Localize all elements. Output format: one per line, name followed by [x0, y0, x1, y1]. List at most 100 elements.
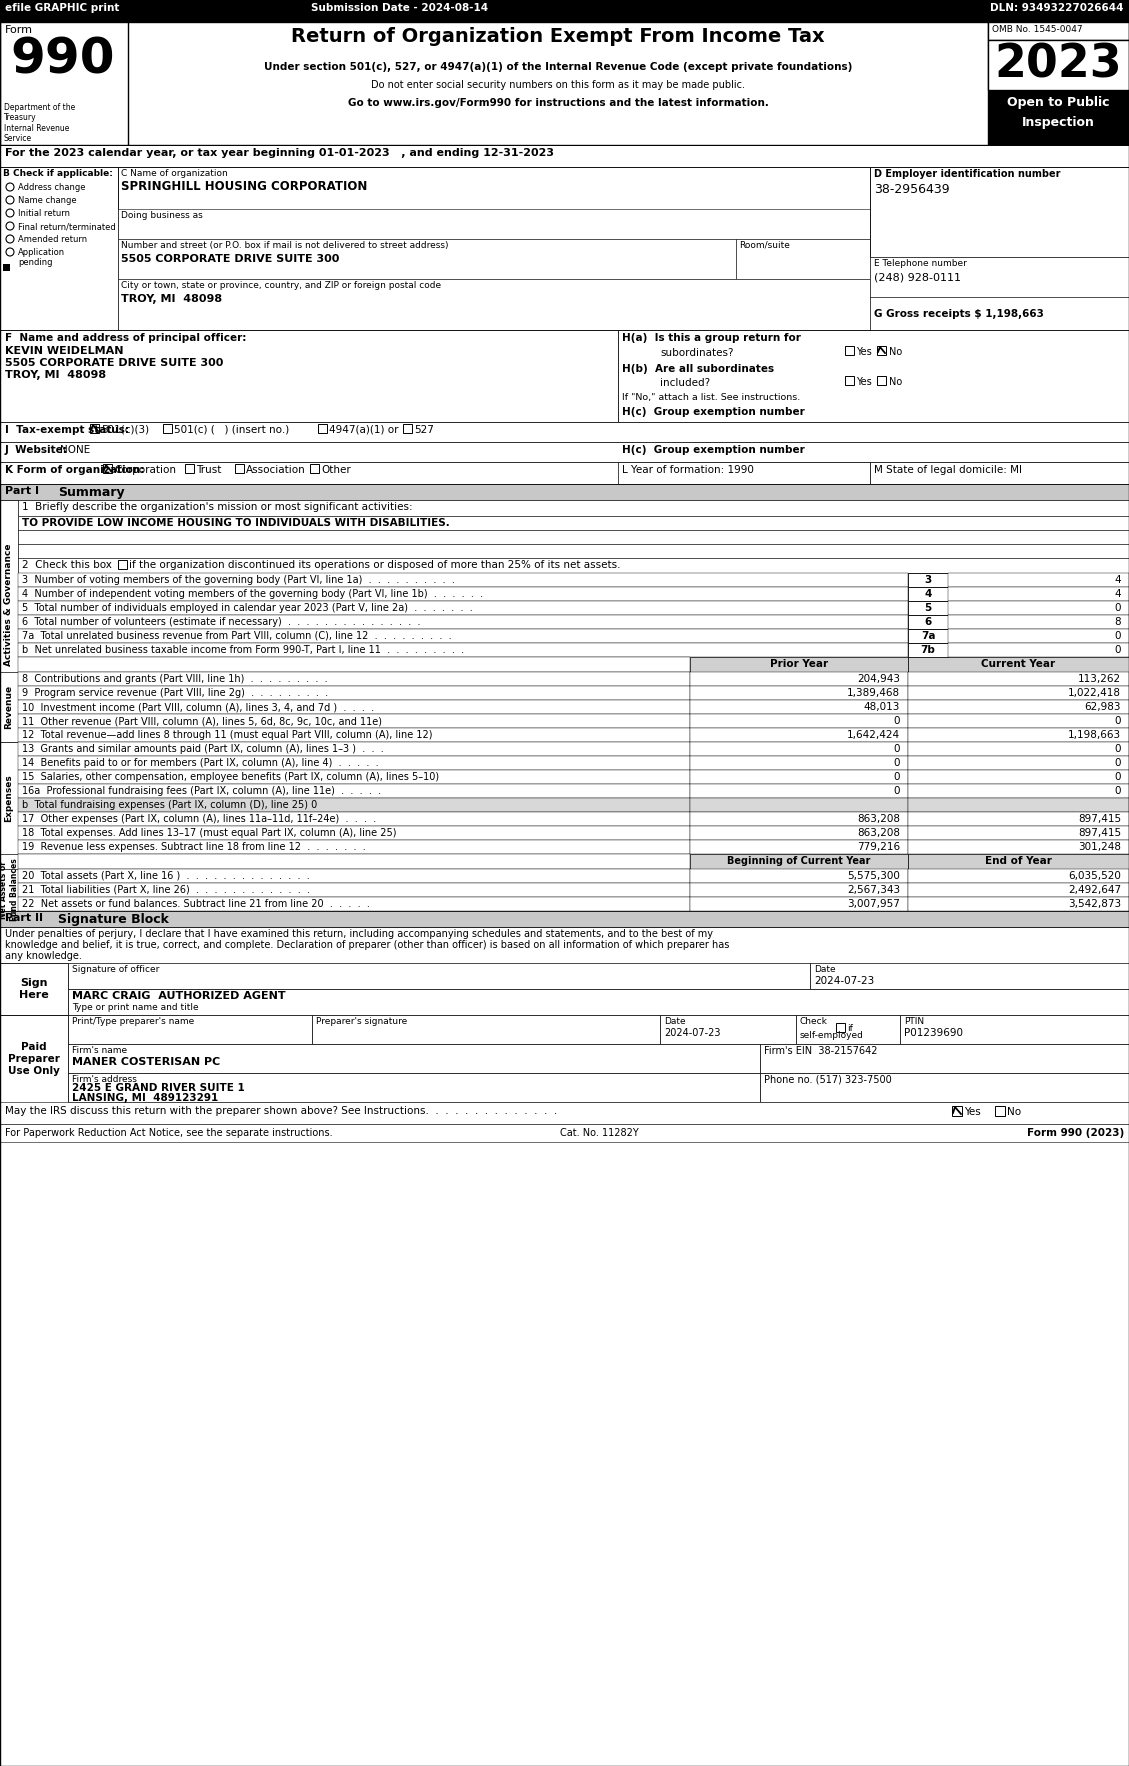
Text: Expenses: Expenses	[5, 774, 14, 821]
Bar	[660, 1015, 796, 1044]
Text: 2  Check this box: 2 Check this box	[21, 560, 112, 570]
Bar	[0, 463, 1129, 484]
Text: Part I: Part I	[5, 486, 40, 496]
Text: G Gross receipts $ 1,198,663: G Gross receipts $ 1,198,663	[874, 309, 1044, 320]
Text: 1,389,468: 1,389,468	[847, 689, 900, 698]
Text: P01239690: P01239690	[904, 1028, 963, 1038]
Bar	[119, 560, 126, 569]
Bar	[908, 615, 948, 629]
Text: 897,415: 897,415	[1078, 814, 1121, 825]
Text: 0: 0	[1114, 715, 1121, 726]
Text: 0: 0	[1114, 630, 1121, 641]
Text: 5,575,300: 5,575,300	[847, 871, 900, 881]
Bar	[690, 826, 908, 841]
Bar	[870, 258, 1129, 297]
Text: 8: 8	[1114, 616, 1121, 627]
Bar	[18, 685, 690, 699]
Text: Form: Form	[5, 25, 33, 35]
Text: 9  Program service revenue (Part VIII, line 2g)  .  .  .  .  .  .  .  .  .: 9 Program service revenue (Part VIII, li…	[21, 689, 329, 698]
Bar	[908, 897, 1129, 911]
Bar	[690, 742, 908, 756]
Text: 6  Total number of volunteers (estimate if necessary)  .  .  .  .  .  .  .  .  .: 6 Total number of volunteers (estimate i…	[21, 616, 420, 627]
Text: Firm's address: Firm's address	[72, 1075, 137, 1084]
Text: 0: 0	[893, 715, 900, 726]
Text: Trust: Trust	[196, 464, 221, 475]
Text: 3,007,957: 3,007,957	[847, 899, 900, 909]
Bar	[18, 544, 1129, 558]
Text: 48,013: 48,013	[864, 703, 900, 712]
Text: 2024-07-23: 2024-07-23	[814, 977, 874, 985]
Bar	[68, 989, 1129, 1015]
Bar	[690, 728, 908, 742]
Text: Current Year: Current Year	[981, 659, 1056, 669]
Text: Association: Association	[246, 464, 306, 475]
Bar	[18, 699, 690, 713]
Text: (248) 928-0111: (248) 928-0111	[874, 272, 961, 283]
Bar	[870, 297, 1129, 330]
Text: NONE: NONE	[60, 445, 90, 456]
Bar	[844, 346, 854, 355]
Bar	[403, 424, 412, 433]
Text: Summary: Summary	[58, 486, 124, 500]
Bar	[809, 962, 1129, 989]
Text: 62,983: 62,983	[1085, 703, 1121, 712]
Bar	[0, 330, 618, 422]
Text: 38-2956439: 38-2956439	[874, 184, 949, 196]
Text: 0: 0	[1114, 602, 1121, 613]
Text: TROY, MI  48098: TROY, MI 48098	[121, 293, 222, 304]
Bar	[18, 869, 690, 883]
Text: 5505 CORPORATE DRIVE SUITE 300: 5505 CORPORATE DRIVE SUITE 300	[5, 358, 224, 367]
Text: 204,943: 204,943	[857, 675, 900, 683]
Bar	[0, 962, 68, 1015]
Text: 7b: 7b	[920, 645, 936, 655]
Text: No: No	[889, 376, 902, 387]
Text: Check: Check	[800, 1017, 828, 1026]
Text: 17  Other expenses (Part IX, column (A), lines 11a–11d, 11f–24e)  .  .  .  .: 17 Other expenses (Part IX, column (A), …	[21, 814, 376, 825]
Text: Number and street (or P.O. box if mail is not delivered to street address): Number and street (or P.O. box if mail i…	[121, 240, 448, 251]
Text: Corporation: Corporation	[114, 464, 176, 475]
Bar	[908, 629, 948, 643]
Text: 0: 0	[893, 758, 900, 768]
Text: 16a  Professional fundraising fees (Part IX, column (A), line 11e)  .  .  .  .  : 16a Professional fundraising fees (Part …	[21, 786, 382, 796]
Bar	[18, 713, 690, 728]
Text: Firm's name: Firm's name	[72, 1045, 128, 1054]
Bar	[68, 1044, 760, 1074]
Text: MARC CRAIG  AUTHORIZED AGENT: MARC CRAIG AUTHORIZED AGENT	[72, 991, 286, 1001]
Bar	[908, 643, 948, 657]
Text: F  Name and address of principal officer:: F Name and address of principal officer:	[5, 334, 246, 343]
Bar	[0, 0, 1129, 21]
Text: 0: 0	[1114, 786, 1121, 796]
Bar	[68, 962, 809, 989]
Text: 4  Number of independent voting members of the governing body (Part VI, line 1b): 4 Number of independent voting members o…	[21, 590, 483, 599]
Text: Type or print name and title: Type or print name and title	[72, 1003, 199, 1012]
Text: 15  Salaries, other compensation, employee benefits (Part IX, column (A), lines : 15 Salaries, other compensation, employe…	[21, 772, 439, 782]
Bar	[18, 586, 908, 600]
Bar	[18, 728, 690, 742]
Bar	[988, 90, 1129, 145]
Bar	[18, 629, 908, 643]
Bar	[18, 530, 1129, 544]
Bar	[908, 572, 948, 586]
Bar	[0, 500, 18, 710]
Text: 7a  Total unrelated business revenue from Part VIII, column (C), line 12  .  .  : 7a Total unrelated business revenue from…	[21, 630, 452, 641]
Text: Room/suite: Room/suite	[739, 240, 790, 251]
Text: 10  Investment income (Part VIII, column (A), lines 3, 4, and 7d )  .  .  .  .: 10 Investment income (Part VIII, column …	[21, 703, 374, 712]
Bar	[119, 238, 736, 279]
Text: 19  Revenue less expenses. Subtract line 18 from line 12  .  .  .  .  .  .  .: 19 Revenue less expenses. Subtract line …	[21, 842, 366, 851]
Bar	[690, 685, 908, 699]
Bar	[18, 798, 690, 812]
Bar	[690, 883, 908, 897]
Text: 7a: 7a	[921, 630, 935, 641]
Text: 2024-07-23: 2024-07-23	[664, 1028, 720, 1038]
Text: b  Total fundraising expenses (Part IX, column (D), line 25) 0: b Total fundraising expenses (Part IX, c…	[21, 800, 317, 811]
Text: Department of the
Treasury
Internal Revenue
Service: Department of the Treasury Internal Reve…	[5, 102, 76, 143]
Text: City or town, state or province, country, and ZIP or foreign postal code: City or town, state or province, country…	[121, 281, 441, 290]
Bar	[690, 855, 908, 869]
Text: Firm's EIN  38-2157642: Firm's EIN 38-2157642	[764, 1045, 877, 1056]
Bar	[690, 798, 908, 812]
Text: included?: included?	[660, 378, 710, 389]
Text: Open to Public: Open to Public	[1007, 95, 1110, 109]
Bar	[0, 673, 18, 742]
Text: 4947(a)(1) or: 4947(a)(1) or	[329, 426, 399, 434]
Text: 0: 0	[1114, 743, 1121, 754]
